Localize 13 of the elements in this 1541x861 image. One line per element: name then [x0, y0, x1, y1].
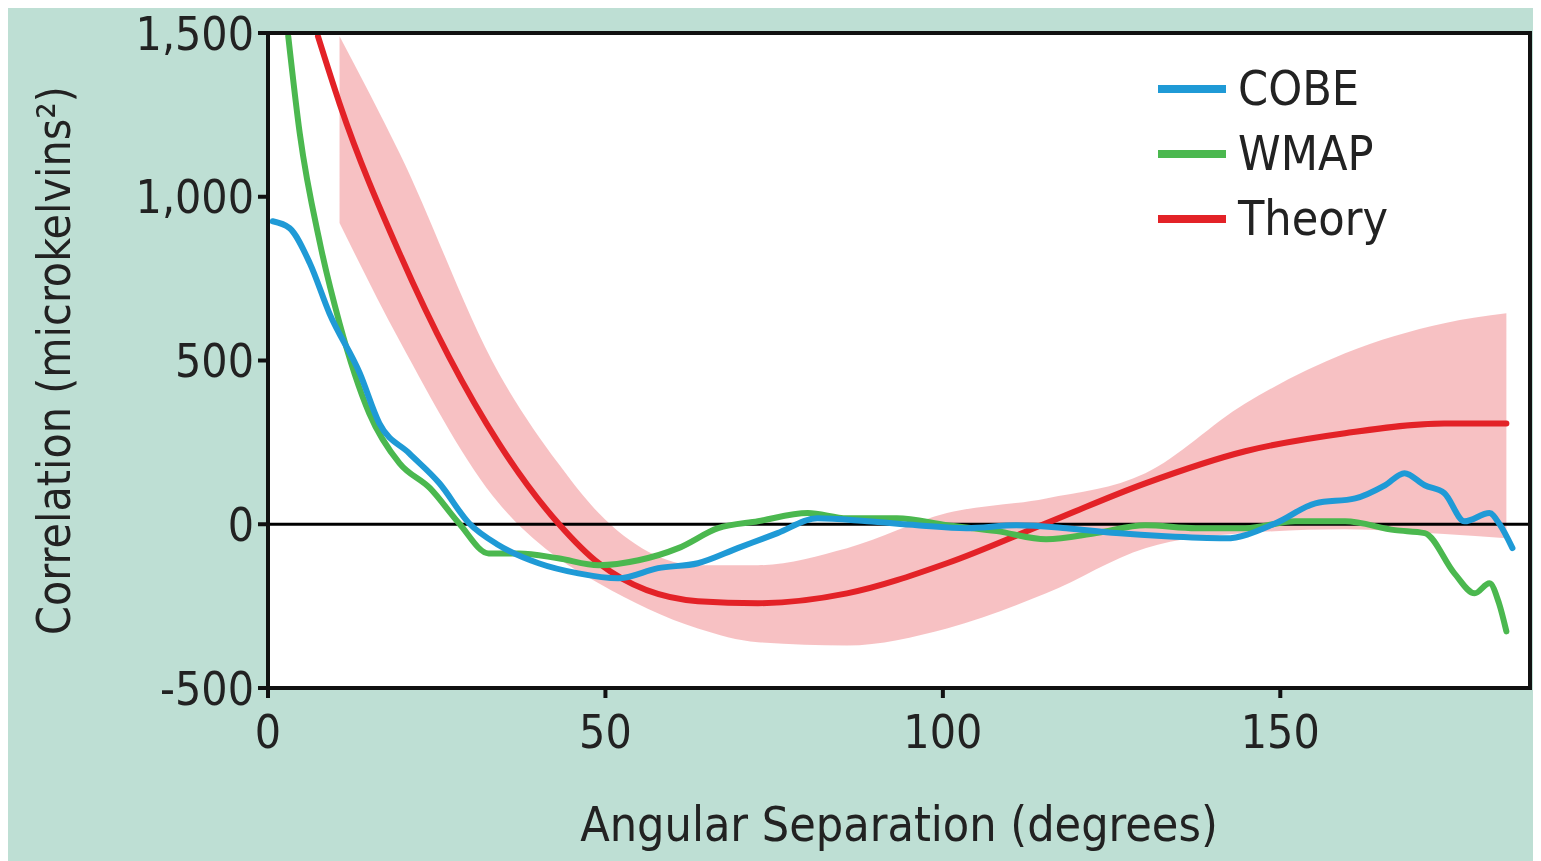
- legend-label: COBE: [1238, 60, 1360, 116]
- x-axis-title: Angular Separation (degrees): [580, 796, 1218, 852]
- legend-label: Theory: [1237, 190, 1389, 246]
- x-tick-label: 100: [903, 705, 983, 759]
- y-tick-label: 1,000: [135, 170, 254, 225]
- y-axis-title: Correlation (microkelvins²): [27, 86, 81, 635]
- x-tick-label: 150: [1240, 705, 1320, 759]
- legend-label: WMAP: [1238, 125, 1374, 181]
- y-tick-label: 0: [227, 497, 254, 552]
- y-tick-label: -500: [160, 661, 254, 716]
- y-tick-label: 1,500: [135, 6, 254, 61]
- x-tick-label: 50: [579, 705, 632, 759]
- y-tick-label: 500: [175, 334, 254, 389]
